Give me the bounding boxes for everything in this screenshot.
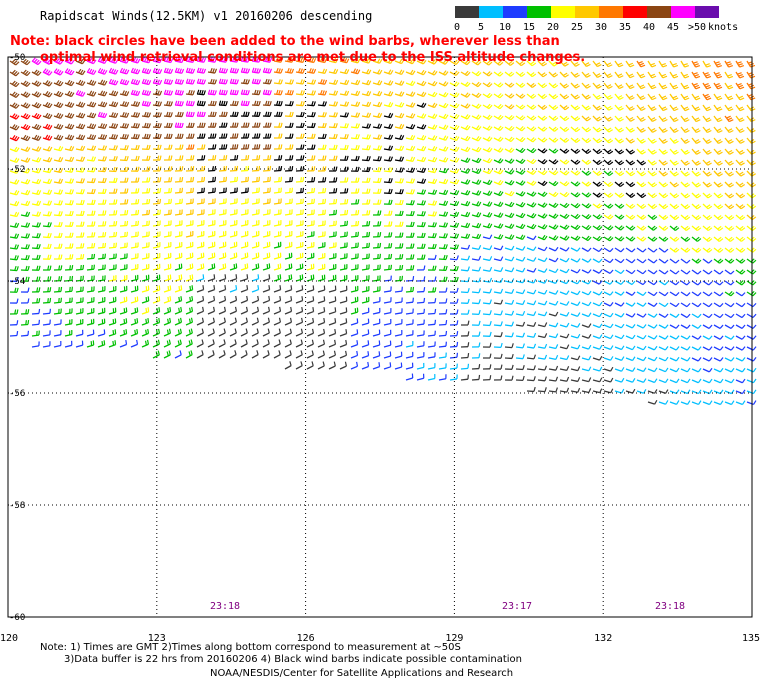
lat-lon-grid <box>7 56 753 618</box>
legend-swatch <box>479 6 503 18</box>
latitude-labels: -50 -52 -54 -56 -58 -60 <box>9 53 25 623</box>
lon-tick-label: 120 <box>0 633 18 644</box>
legend-label: 15 <box>522 22 536 33</box>
legend-swatch <box>551 6 575 18</box>
lon-tick-label: 126 <box>297 633 315 644</box>
lat-tick-label: -52 <box>9 165 25 175</box>
legend-swatch <box>623 6 647 18</box>
altitude-note-line-1: Note: black circles have been added to t… <box>10 34 560 49</box>
legend-label: 30 <box>594 22 608 33</box>
altitude-note-line-2: optimal wind retrieval conditions are me… <box>40 50 586 65</box>
legend-label: 5 <box>477 22 485 33</box>
legend-swatch <box>599 6 623 18</box>
map-title: Rapidscat Winds(12.5KM) v1 20160206 desc… <box>40 9 373 23</box>
legend-swatch <box>647 6 671 18</box>
legend-unit-label: knots <box>708 22 739 33</box>
legend-label: 35 <box>618 22 632 33</box>
legend-swatch <box>527 6 551 18</box>
footer-note-line-2: 3)Data buffer is 22 hrs from 20160206 4)… <box>64 654 522 665</box>
legend-label: 20 <box>546 22 560 33</box>
legend-label: 40 <box>642 22 656 33</box>
pass-time-label: 23:18 <box>210 601 240 612</box>
wind-barb-field <box>9 56 757 406</box>
legend-swatch <box>671 6 695 18</box>
lon-tick-label: 129 <box>445 633 463 644</box>
legend-swatch <box>575 6 599 18</box>
lat-tick-label: -58 <box>9 501 25 511</box>
pass-time-label: 23:18 <box>655 601 685 612</box>
legend-swatch <box>503 6 527 18</box>
longitude-labels: 120 123 126 129 132 135 <box>0 633 760 644</box>
lat-tick-label: -54 <box>9 277 25 287</box>
footer-credit: NOAA/NESDIS/Center for Satellite Applica… <box>210 668 514 679</box>
lon-tick-label: 123 <box>148 633 166 644</box>
lon-tick-label: 132 <box>594 633 612 644</box>
lat-tick-label: -60 <box>9 613 25 623</box>
legend-label: 0 <box>453 22 461 33</box>
legend-label: 45 <box>666 22 680 33</box>
pass-time-label: 23:17 <box>502 601 532 612</box>
legend-label: >50 <box>687 22 707 33</box>
pass-time-labels: 23:18 23:17 23:18 <box>210 601 685 612</box>
legend-label: 25 <box>570 22 584 33</box>
footer-note-line-1: Note: 1) Times are GMT 2)Times along bot… <box>40 642 461 653</box>
legend-label: 10 <box>498 22 512 33</box>
legend-swatch <box>455 6 479 18</box>
lon-tick-label: 135 <box>742 633 760 644</box>
lat-tick-label: -56 <box>9 389 25 399</box>
lat-tick-label: -50 <box>9 53 25 63</box>
legend-swatch <box>695 6 719 18</box>
